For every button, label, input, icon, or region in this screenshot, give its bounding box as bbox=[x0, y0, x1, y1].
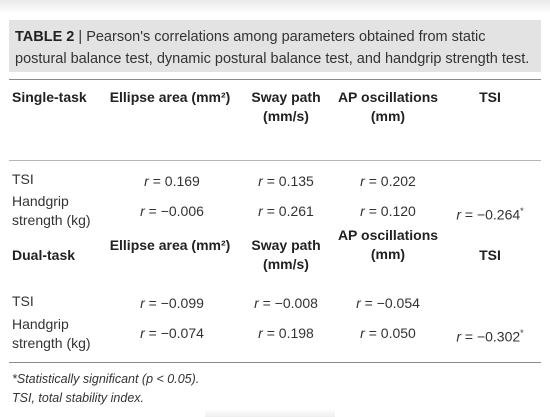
table-cell: r = 0.202 bbox=[360, 173, 416, 189]
header-top-rule bbox=[9, 79, 541, 80]
caption-separator: | bbox=[74, 29, 87, 45]
dual-header-tsi: TSI bbox=[479, 247, 501, 263]
footnote-abbreviation: TSI, total stability index. bbox=[12, 391, 145, 405]
single-header-sway-path: Sway path (mm/s) bbox=[251, 89, 321, 124]
single-header-ap-oscillations: AP oscillations (mm) bbox=[337, 89, 439, 124]
r-symbol: r bbox=[144, 173, 149, 189]
table-cell: r = −0.099 bbox=[140, 295, 204, 311]
bottom-shadow bbox=[205, 409, 335, 417]
table-cell: r = 0.135 bbox=[258, 173, 314, 189]
cell-value: −0.008 bbox=[274, 295, 318, 311]
row-label: TSI bbox=[12, 293, 34, 309]
r-symbol: r bbox=[254, 295, 259, 311]
r-symbol: r bbox=[140, 295, 145, 311]
r-symbol: r bbox=[456, 206, 461, 223]
cell-value: 0.198 bbox=[278, 325, 314, 341]
r-symbol: r bbox=[360, 173, 365, 189]
single-task-label: Single-task bbox=[12, 89, 87, 105]
cell-value: −0.054 bbox=[376, 295, 420, 311]
r-symbol: r bbox=[140, 325, 145, 341]
table-cell: r = −0.302* bbox=[456, 328, 524, 345]
cell-value: 0.169 bbox=[164, 173, 200, 189]
table-bottom-rule bbox=[9, 362, 541, 363]
r-symbol: r bbox=[356, 295, 361, 311]
dual-header-ap-oscillations: AP oscillations (mm) bbox=[337, 227, 439, 262]
dual-header-sway-path: Sway path (mm/s) bbox=[251, 237, 321, 272]
caption-text: Pearson's correlations among parameters … bbox=[15, 29, 530, 67]
row-label: TSI bbox=[12, 171, 34, 187]
cell-value: −0.099 bbox=[160, 295, 204, 311]
cell-value: 0.135 bbox=[278, 173, 314, 189]
table-caption: TABLE 2 | Pearson's correlations among p… bbox=[9, 20, 541, 72]
row-label: Handgrip strength (kg) bbox=[12, 316, 91, 351]
header-bottom-rule bbox=[9, 160, 541, 161]
cell-value: −0.264 bbox=[476, 206, 521, 223]
r-symbol: r bbox=[360, 325, 365, 341]
cell-value: 0.202 bbox=[380, 173, 416, 189]
table-cell: r = 0.198 bbox=[258, 325, 314, 341]
r-symbol: r bbox=[140, 203, 145, 219]
single-header-ellipse-area: Ellipse area (mm²) bbox=[109, 89, 231, 105]
r-symbol: r bbox=[258, 203, 263, 219]
table-cell: r = −0.074 bbox=[140, 325, 204, 341]
cell-value: 0.050 bbox=[380, 325, 416, 341]
footnote-significance: *Statistically significant (p < 0.05). bbox=[12, 372, 200, 386]
table-cell: r = 0.261 bbox=[258, 203, 314, 219]
r-symbol: r bbox=[456, 328, 461, 345]
table-cell: r = 0.169 bbox=[144, 173, 200, 189]
table-label: TABLE 2 bbox=[15, 29, 75, 45]
table-cell: r = −0.264* bbox=[456, 206, 524, 223]
table-cell: r = −0.008 bbox=[254, 295, 318, 311]
row-label: Handgrip strength (kg) bbox=[12, 193, 91, 228]
r-symbol: r bbox=[258, 173, 263, 189]
cell-value: 0.261 bbox=[278, 203, 314, 219]
cell-value: −0.074 bbox=[160, 325, 204, 341]
r-symbol: r bbox=[360, 203, 365, 219]
cell-value: −0.302 bbox=[476, 328, 521, 345]
significance-marker: * bbox=[520, 206, 524, 216]
table-cell: r = 0.050 bbox=[360, 325, 416, 341]
dual-header-ellipse-area: Ellipse area (mm²) bbox=[109, 237, 231, 253]
table-cell: r = 0.120 bbox=[360, 203, 416, 219]
r-symbol: r bbox=[258, 325, 263, 341]
dual-task-label: Dual-task bbox=[12, 247, 76, 263]
table-cell: r = −0.054 bbox=[356, 295, 420, 311]
top-shadow bbox=[0, 0, 550, 14]
single-header-tsi: TSI bbox=[479, 89, 501, 105]
significance-marker: * bbox=[520, 328, 524, 338]
cell-value: −0.006 bbox=[160, 203, 204, 219]
table-cell: r = −0.006 bbox=[140, 203, 204, 219]
cell-value: 0.120 bbox=[380, 203, 416, 219]
